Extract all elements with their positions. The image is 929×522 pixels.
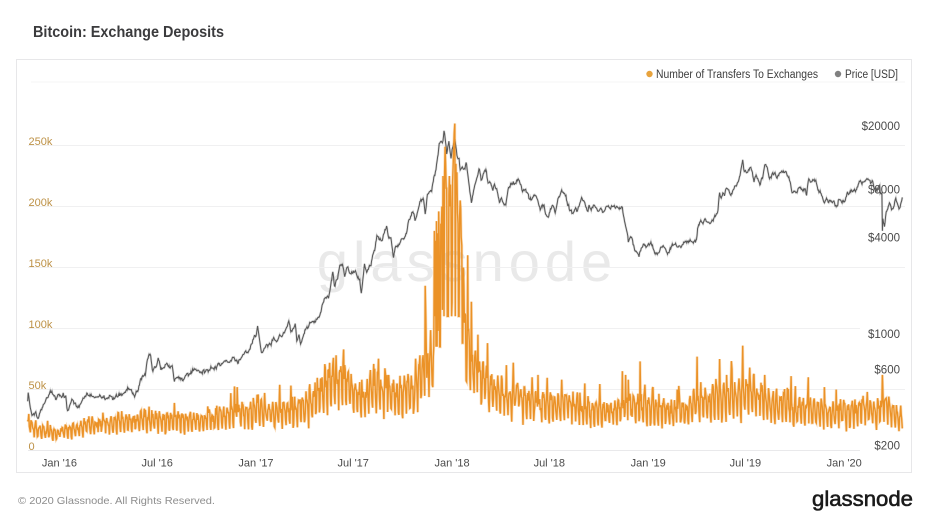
svg-text:Bitcoin: Exchange Deposits: Bitcoin: Exchange Deposits bbox=[33, 24, 224, 41]
svg-text:Jul '19: Jul '19 bbox=[730, 458, 761, 470]
svg-text:glassnode: glassnode bbox=[812, 487, 913, 511]
svg-text:Number of Transfers To Exchang: Number of Transfers To Exchanges bbox=[656, 69, 818, 81]
svg-text:0: 0 bbox=[29, 441, 35, 453]
svg-text:200k: 200k bbox=[29, 197, 53, 209]
svg-text:Jul '18: Jul '18 bbox=[534, 458, 565, 470]
svg-text:50k: 50k bbox=[29, 380, 47, 392]
svg-text:$1000: $1000 bbox=[868, 329, 900, 341]
svg-text:Jul '16: Jul '16 bbox=[141, 458, 172, 470]
svg-text:Jan '17: Jan '17 bbox=[238, 458, 273, 470]
svg-text:$600: $600 bbox=[874, 364, 900, 376]
svg-text:100k: 100k bbox=[29, 319, 53, 331]
svg-text:$200: $200 bbox=[874, 441, 900, 453]
svg-text:Jan '18: Jan '18 bbox=[435, 458, 470, 470]
svg-text:Jul '17: Jul '17 bbox=[337, 458, 368, 470]
svg-text:Jan '19: Jan '19 bbox=[631, 458, 666, 470]
svg-text:Jan '20: Jan '20 bbox=[827, 458, 862, 470]
svg-text:Jan '16: Jan '16 bbox=[42, 458, 77, 470]
svg-text:Price [USD]: Price [USD] bbox=[845, 69, 898, 81]
svg-text:$4000: $4000 bbox=[868, 233, 900, 245]
svg-text:$20000: $20000 bbox=[862, 121, 900, 133]
svg-text:150k: 150k bbox=[29, 258, 53, 270]
svg-text:© 2020 Glassnode. All Rights R: © 2020 Glassnode. All Rights Reserved. bbox=[18, 495, 215, 507]
svg-text:250k: 250k bbox=[29, 136, 53, 148]
